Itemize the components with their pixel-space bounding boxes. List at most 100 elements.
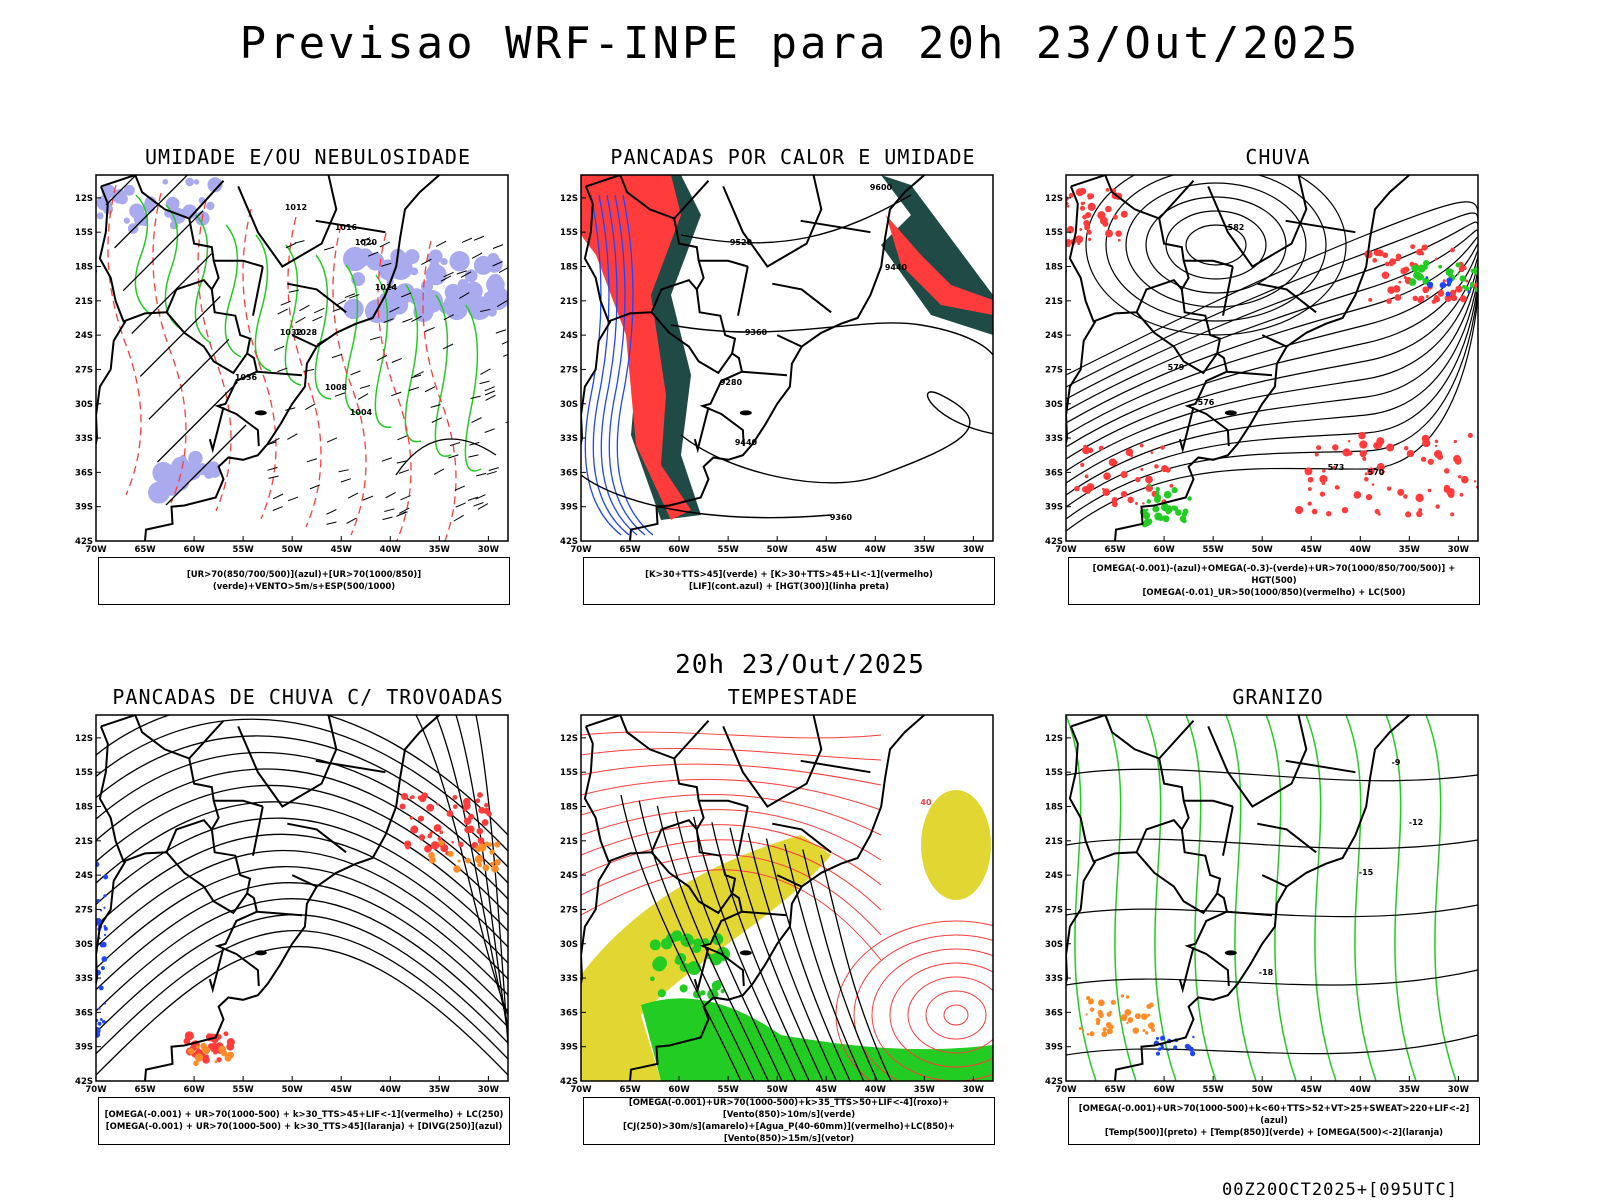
contour-label: 570 (1368, 468, 1385, 477)
ur-contour (344, 264, 362, 414)
lat-tick-label: 18S (1045, 803, 1063, 813)
lat-tick-label: 18S (75, 263, 93, 273)
lif-contour (584, 194, 622, 536)
precip-area (1153, 1035, 1196, 1057)
legend-line: [OMEGA(-0.001)+UR>70(1000-500)+k>35_TTS>… (628, 1098, 950, 1120)
lagoa-dos-patos (739, 950, 752, 956)
temp500-contour (1066, 768, 1478, 782)
contour-label: -9 (1392, 758, 1401, 767)
border-line (1285, 759, 1356, 774)
temp850-contour (1105, 715, 1137, 1081)
lon-tick-label: 65W (619, 1085, 641, 1095)
border-line (315, 219, 386, 234)
main-title: Previsao WRF-INPE para 20h 23/Out/2025 (239, 18, 1361, 69)
agua-contour (581, 824, 882, 886)
temp500-contour (1066, 969, 1478, 986)
precip-area (1408, 259, 1478, 293)
lat-tick-label: 21S (1045, 297, 1063, 307)
lat-tick-label: 18S (75, 803, 93, 813)
border-line (737, 806, 749, 856)
lat-tick-label: 12S (75, 194, 93, 204)
wind850-area (641, 998, 993, 1081)
lat-tick-label: 12S (75, 734, 93, 744)
lat-tick-label: 24S (560, 871, 578, 881)
map-frame: 582 579 576 573 570 12S 15S 18S 21S 24S 27S 30S 33S 3… (1045, 174, 1479, 555)
lat-tick-label: 27S (75, 365, 93, 375)
contour-label: 573 (1328, 463, 1345, 472)
lon-tick-label: 65W (619, 545, 641, 555)
border-line (1207, 715, 1308, 808)
contour-label: -18 (1259, 968, 1274, 977)
lif-contour (616, 194, 654, 536)
hgt-contour (1066, 262, 1478, 472)
lon-tick-label: 70W (85, 545, 107, 555)
border-line (315, 759, 386, 774)
legend-line: [OMEGA(-0.001) + UR>70(1000-500) + k>30_… (105, 1122, 503, 1132)
agua-contour (581, 748, 882, 761)
border-line (291, 334, 318, 348)
legend-line: [LIF](cont.azul) + [HGT(300)](linha pret… (688, 582, 890, 592)
lat-tick-label: 15S (560, 228, 578, 238)
border-line (1285, 219, 1356, 234)
contour-label: 9520 (730, 238, 753, 247)
lat-tick-label: 30S (75, 940, 93, 950)
border-line (693, 946, 710, 994)
border-line (737, 266, 749, 316)
lon-tick-label: 35W (914, 1085, 936, 1095)
hgt-contour (1066, 249, 1478, 448)
lat-tick-label: 42S (75, 1077, 93, 1087)
border-line (776, 874, 803, 888)
lat-tick-label: 39S (1045, 1043, 1063, 1053)
border-line (165, 311, 248, 375)
lat-tick-label: 30S (1045, 400, 1063, 410)
lon-tick-label: 65W (1104, 545, 1126, 555)
contour-label: 9360 (745, 328, 768, 337)
legend-line: [OMEGA(-0.01)_UR>50(1000/850)(vermelho) … (1142, 588, 1406, 598)
border-line (1070, 715, 1230, 987)
precip-area (187, 1042, 234, 1067)
contour-label: 579 (1168, 363, 1185, 372)
lat-tick-label: 39S (560, 1043, 578, 1053)
ur-contour (134, 194, 152, 316)
lon-tick-label: 45W (331, 545, 353, 555)
esp-contour (377, 232, 412, 541)
lon-tick-label: 55W (233, 1085, 255, 1095)
border-line (585, 715, 745, 987)
lon-tick-label: 70W (1055, 545, 1077, 555)
border-line (650, 851, 733, 915)
border-line (287, 282, 347, 314)
temp850-contour (1425, 715, 1457, 1081)
border-line (693, 406, 710, 454)
coastline (144, 175, 441, 541)
esp-contour (242, 208, 277, 520)
lat-tick-label: 33S (560, 434, 578, 444)
border-line (252, 806, 264, 856)
precip-area (428, 839, 501, 873)
ur-contour (254, 234, 272, 372)
wind-vectors (266, 235, 508, 525)
lon-tick-label: 35W (914, 545, 936, 555)
ur-contour (284, 244, 302, 386)
lon-tick-label: 40W (380, 1085, 402, 1095)
lat-tick-label: 21S (560, 297, 578, 307)
lat-tick-label: 36S (560, 1008, 578, 1018)
panel-tempestade: TEMPESTADE 40 12S 15S 18S 21S 24S 27S 30S 33S 36S… (553, 685, 1033, 1155)
lat-tick-label: 33S (560, 974, 578, 984)
legend-box: [OMEGA(-0.001) + UR>70(1000-500) + k>30_… (98, 1097, 510, 1145)
lon-tick-label: 50W (1252, 545, 1274, 555)
hgt-contour (1066, 274, 1478, 496)
lat-tick-label: 15S (1045, 228, 1063, 238)
border-line (213, 259, 264, 268)
panel-title: TEMPESTADE (727, 685, 859, 709)
contour-label: 1032 (280, 328, 302, 337)
lat-tick-label: 27S (75, 905, 93, 915)
lat-tick-label: 39S (75, 503, 93, 513)
border-line (722, 715, 823, 808)
contour-label: 582 (1228, 223, 1245, 232)
temp850-contour (1265, 715, 1297, 1081)
lat-tick-label: 33S (1045, 974, 1063, 984)
border-line (800, 759, 871, 774)
lat-tick-label: 24S (75, 871, 93, 881)
lat-tick-label: 24S (75, 331, 93, 341)
border-line (1226, 910, 1273, 917)
